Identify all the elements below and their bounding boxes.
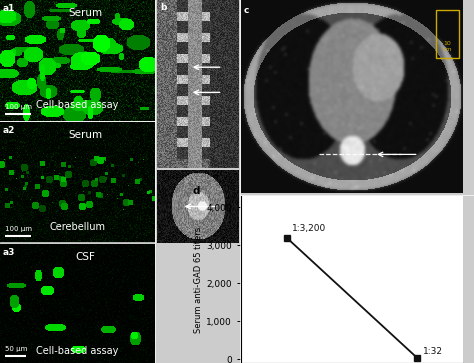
Y-axis label: Serum anti-GAD 65 titers: Serum anti-GAD 65 titers <box>194 227 203 333</box>
Text: 1:3,200: 1:3,200 <box>292 224 326 233</box>
Text: Cell-based assay: Cell-based assay <box>36 346 118 356</box>
Text: 10
cm: 10 cm <box>443 41 452 52</box>
Text: a3: a3 <box>3 248 16 257</box>
Text: Serum: Serum <box>68 8 102 19</box>
Text: c: c <box>243 6 248 15</box>
Text: a1: a1 <box>3 4 16 13</box>
Text: 100 μm: 100 μm <box>5 104 32 110</box>
Text: Cerebellum: Cerebellum <box>49 222 106 232</box>
Text: a2: a2 <box>3 126 16 135</box>
Text: 1:32: 1:32 <box>422 347 443 356</box>
Text: Serum: Serum <box>68 130 102 140</box>
Text: b: b <box>160 3 167 12</box>
Text: 50 μm: 50 μm <box>5 346 27 352</box>
Text: d: d <box>192 186 200 196</box>
Text: CSF: CSF <box>75 252 95 262</box>
Text: 100 μm: 100 μm <box>5 226 32 232</box>
Text: Cell-based assay: Cell-based assay <box>36 100 118 110</box>
